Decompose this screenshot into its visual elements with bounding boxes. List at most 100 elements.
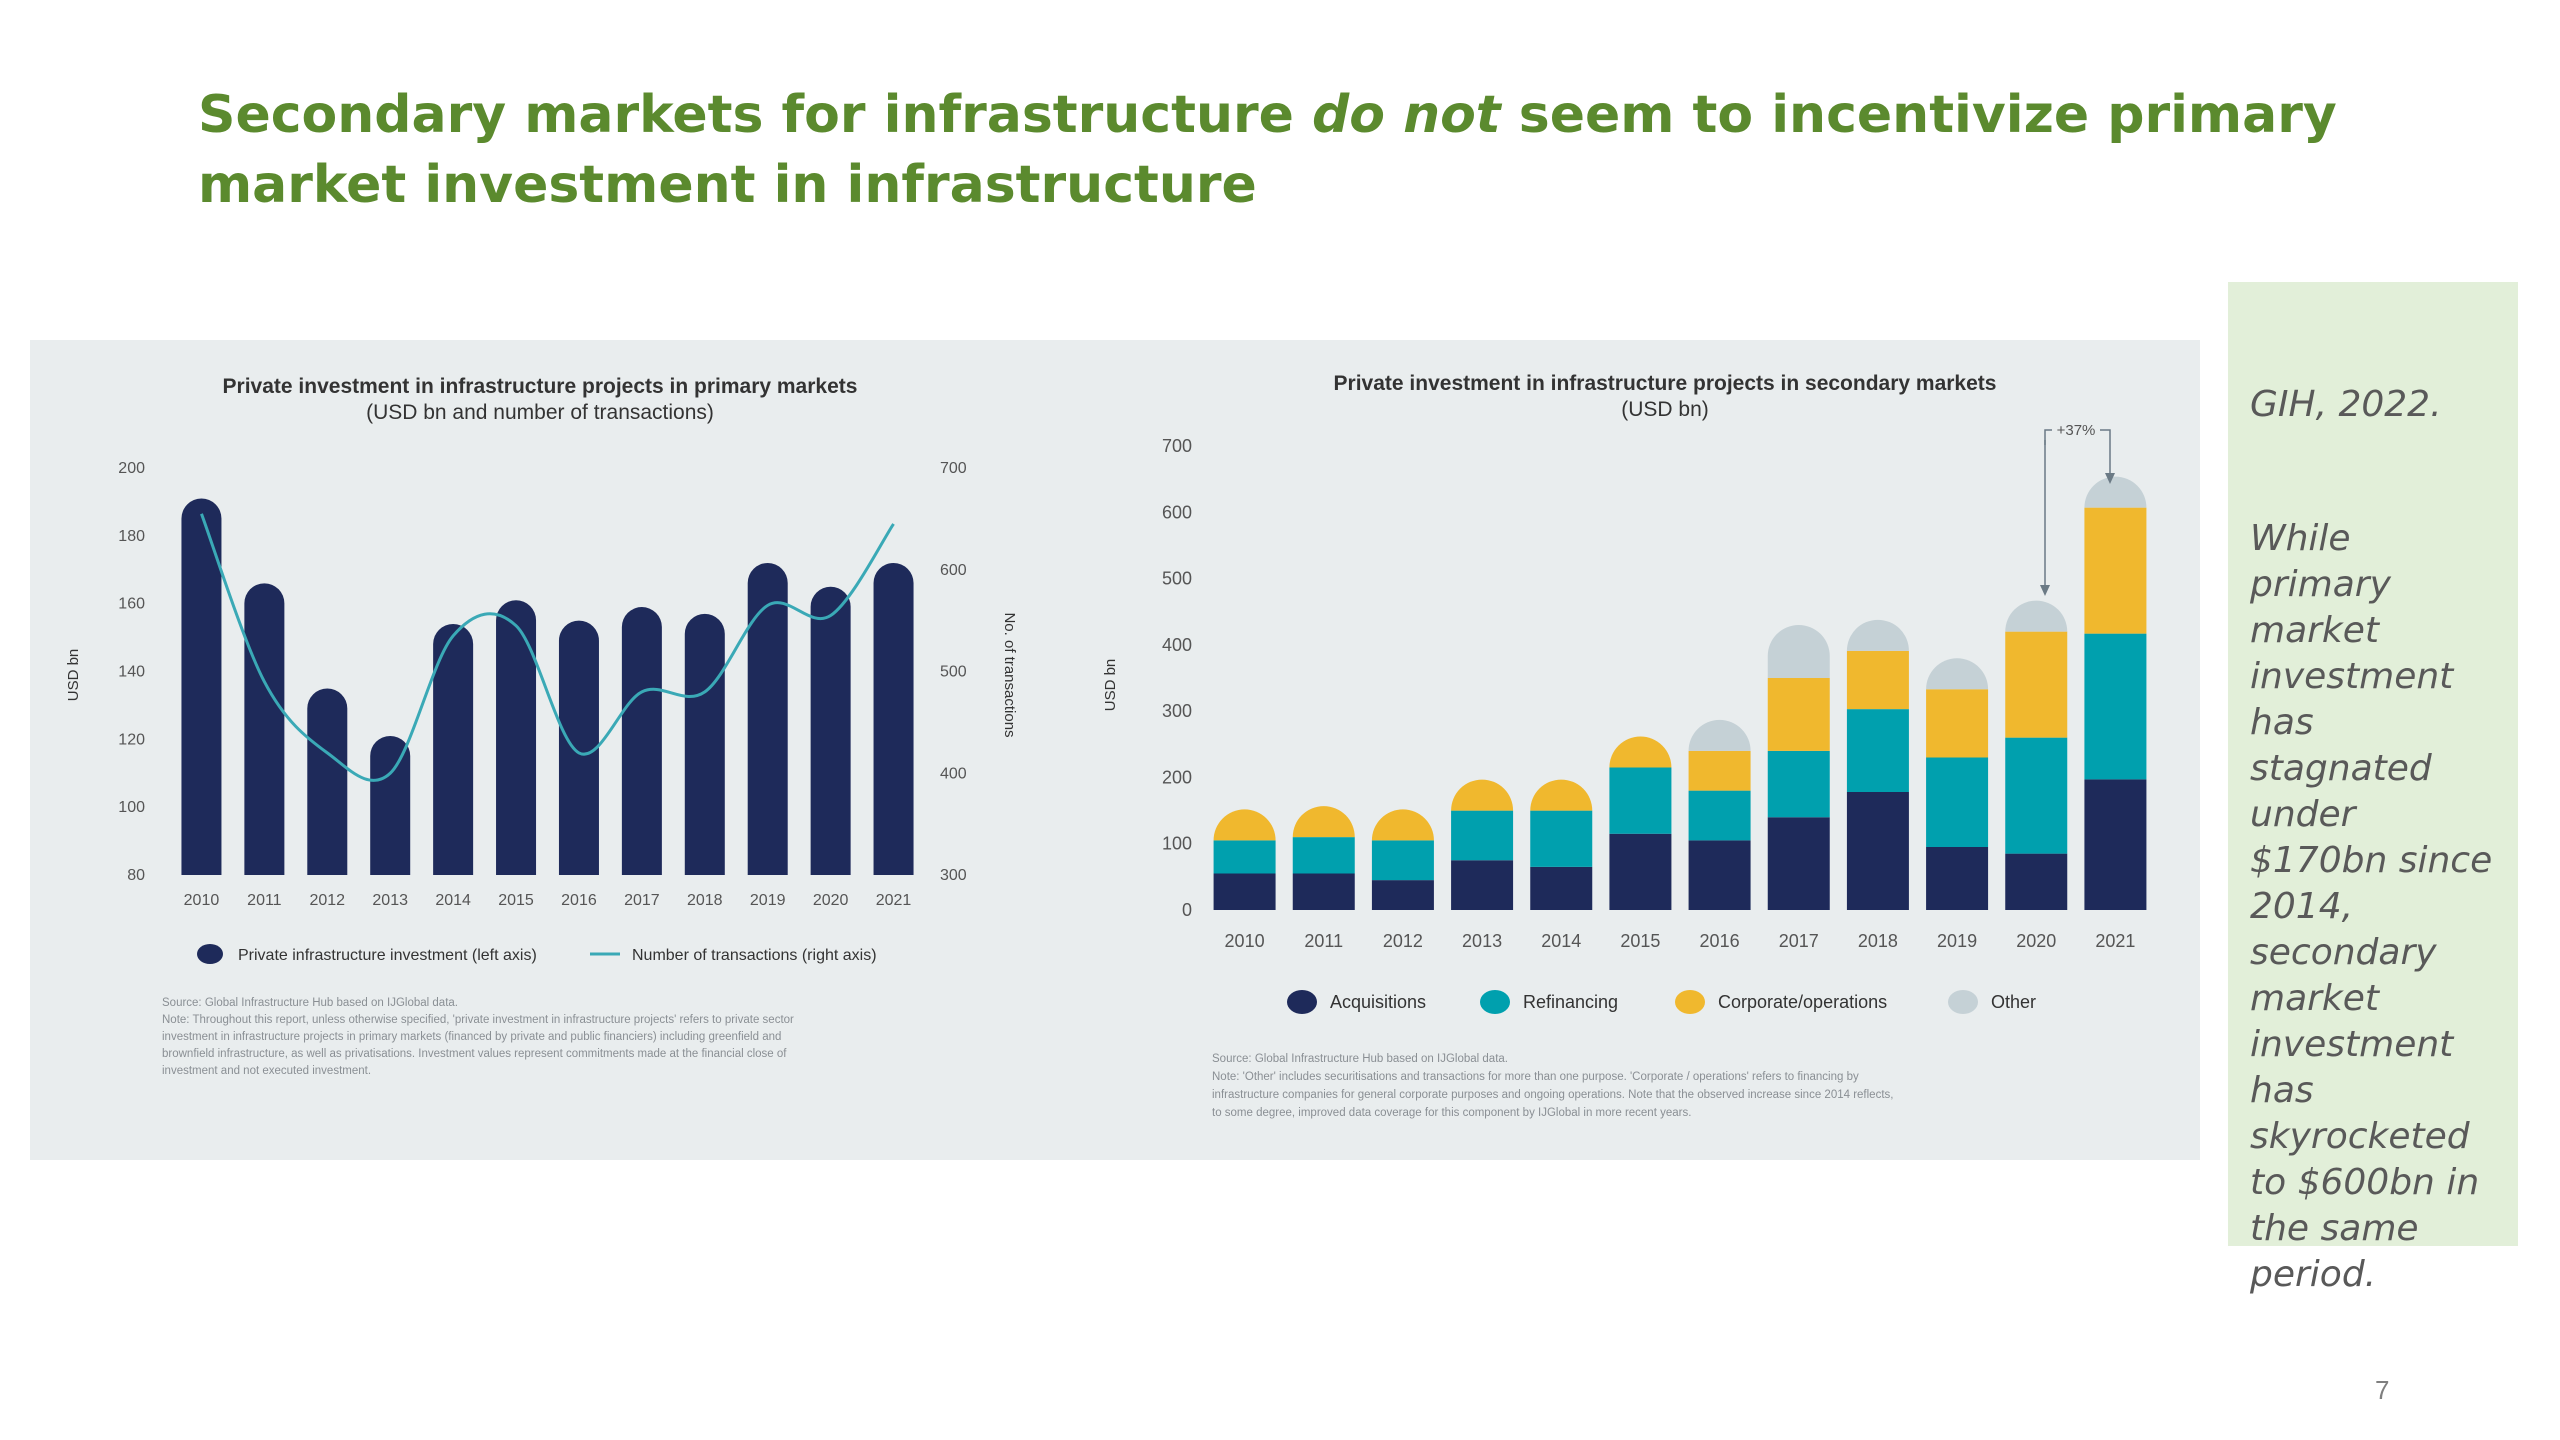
x-tick-label: 2015 [1620,931,1660,951]
annotation-bracket-left [2044,429,2052,445]
investment-bar [747,562,788,875]
commentary-source: GIH, 2022. [2250,384,2442,425]
stacked-segment [2005,737,2068,854]
stacked-segment [2005,600,2068,632]
annotation-label: +37% [2057,422,2096,439]
stacked-segment [1292,837,1355,874]
legend-label: Refinancing [1523,992,1618,1012]
source-line: infrastructure companies for general cor… [1212,1089,1893,1101]
investment-bar [307,688,348,875]
primary-x-axis: 2010 2011 2012 2013 2014 2015 2016 2017 2018 2019… [184,892,912,909]
legend-label: Acquisitions [1330,992,1426,1012]
right-tick-label: 600 [940,562,967,579]
x-tick-label: 2011 [1304,931,1343,951]
stacked-segment [1609,833,1672,910]
x-tick-label: 2014 [1541,931,1581,951]
stacked-segment [1451,810,1514,861]
stacked-segment [1292,873,1355,910]
stacked-segment [1371,809,1434,841]
right-tick-label: 500 [940,664,967,681]
source-line: Source: Global Infrastructure Hub based … [162,997,458,1009]
commentary-box: GIH, 2022. While primary market investme… [2228,282,2518,1295]
investment-bar [370,735,411,875]
left-tick-label: 140 [118,664,145,681]
primary-right-axis: 700 600 500 400 300 [940,460,967,884]
stacked-segment [1371,840,1434,881]
x-tick-label: 2015 [498,892,534,909]
left-tick-label: 200 [118,460,145,477]
annotation-bracket-right [2100,429,2111,475]
y-tick-label: 100 [1162,834,1192,854]
left-tick-label: 160 [118,596,145,613]
y-tick-label: 300 [1162,701,1192,721]
secondary-legend: Acquisitions Refinancing Corporate/operati… [1287,990,2036,1014]
secondary-chart-subtitle: (USD bn) [1621,398,1709,421]
y-tick-label: 600 [1162,502,1192,522]
x-tick-label: 2013 [1462,931,1502,951]
primary-transactions-line [200,513,895,782]
stacked-segment [1767,750,1830,818]
investment-bar [810,586,851,875]
stacked-segment [1767,624,1830,678]
stacked-segment [2084,633,2147,780]
stacked-segment [1688,719,1751,751]
legend-label-investment: Private infrastructure investment (left … [238,947,537,964]
stacked-segment [2005,631,2068,738]
source-line: to some degree, improved data coverage f… [1212,1107,1691,1119]
transactions-line [200,513,895,782]
primary-right-axis-label: No. of transactions [1001,612,1018,737]
stacked-segment [1767,678,1830,751]
secondary-stacked-bars [1213,476,2147,910]
source-line: Note: Throughout this report, unless oth… [162,1014,794,1026]
stacked-segment [1451,779,1514,811]
right-tick-label: 300 [940,867,967,884]
legend-label-transactions: Number of transactions (right axis) [632,947,877,964]
x-tick-label: 2020 [2016,931,2056,951]
x-tick-label: 2016 [1700,931,1740,951]
x-tick-label: 2016 [561,892,597,909]
legend-marker [1287,990,1317,1014]
source-line: investment and not executed investment. [162,1065,371,1077]
stacked-segment [1688,750,1751,791]
x-tick-label: 2010 [1225,931,1265,951]
secondary-x-axis: 2010 2011 2012 2013 2014 2015 2016 2017 2018 2019… [1225,931,2136,951]
stacked-segment [1371,880,1434,910]
annotation-arrow-left [2040,585,2050,596]
legend-marker [1948,990,1978,1014]
stacked-segment [1846,619,1909,651]
legend-label: Corporate/operations [1718,992,1887,1012]
stacked-segment [1213,873,1276,910]
primary-legend: Private infrastructure investment (left … [197,944,877,964]
x-tick-label: 2012 [1383,931,1423,951]
stacked-segment [1292,806,1355,838]
primary-left-axis-label: USD bn [65,649,82,702]
primary-source-note: Source: Global Infrastructure Hub based … [162,997,794,1077]
x-tick-label: 2017 [1779,931,1819,951]
right-tick-label: 400 [940,765,967,782]
x-tick-label: 2019 [750,892,786,909]
investment-bar [558,620,599,875]
stacked-segment [1846,650,1909,710]
primary-bars [181,498,914,875]
investment-bar [181,498,222,875]
primary-chart-title: Private investment in infrastructure pro… [223,375,858,398]
y-tick-label: 700 [1162,436,1192,456]
stacked-segment [1767,817,1830,910]
stacked-segment [2005,853,2068,910]
stacked-segment [1530,779,1593,811]
stacked-segment [1926,658,1989,690]
title-emphasis: do not [1312,85,1501,145]
source-line: brownfield infrastructure, as well as pr… [162,1048,787,1060]
legend-label: Other [1991,992,2036,1012]
secondary-y-axis: 700 600 500 400 300 200 100 0 [1162,436,1192,920]
y-tick-label: 0 [1182,900,1192,920]
left-tick-label: 180 [118,528,145,545]
investment-bar [244,583,285,875]
stacked-segment [2084,507,2147,634]
stacked-segment [1530,810,1593,867]
legend-marker [1675,990,1705,1014]
y-tick-label: 200 [1162,767,1192,787]
primary-chart-subtitle: (USD bn and number of transactions) [366,401,714,424]
source-line: Source: Global Infrastructure Hub based … [1212,1053,1508,1065]
commentary-text: While primary market investment has stag… [2250,518,2493,1295]
